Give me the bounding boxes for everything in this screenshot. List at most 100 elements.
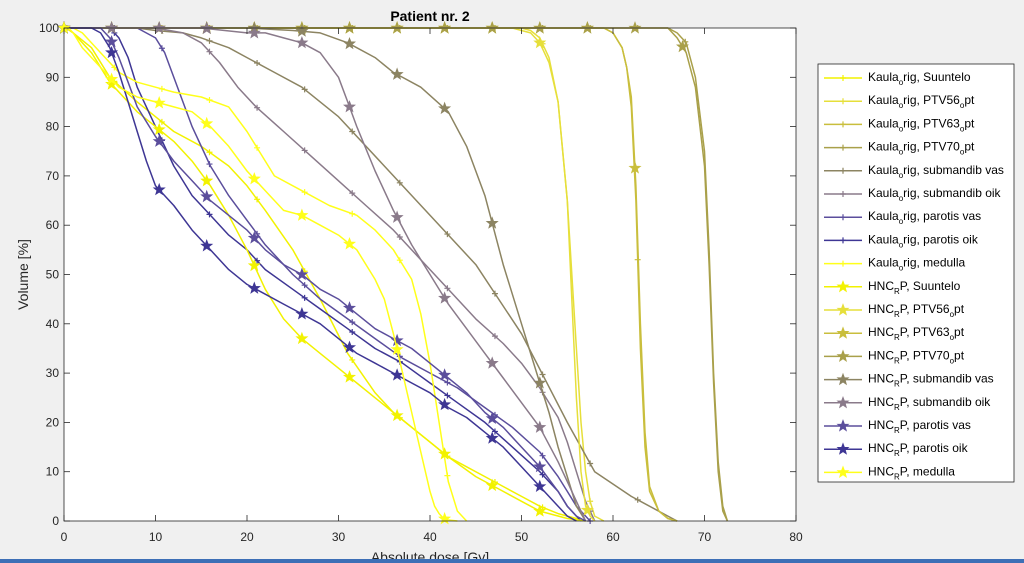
data-point-marker bbox=[438, 368, 452, 381]
data-point-marker bbox=[295, 35, 309, 49]
data-point-marker bbox=[105, 21, 119, 34]
data-point-marker bbox=[206, 149, 213, 156]
data-point-marker bbox=[390, 408, 404, 422]
legend-label: HNCRP, medulla bbox=[868, 464, 955, 481]
data-point-marker bbox=[295, 267, 309, 281]
legend-label: Kaulaorig, PTV56opt bbox=[868, 93, 975, 110]
y-tick-label: 90 bbox=[46, 70, 60, 84]
data-point-marker bbox=[301, 294, 308, 301]
legend-label: Kaulaorig, PTV70opt bbox=[868, 140, 975, 157]
x-tick-label: 0 bbox=[61, 530, 68, 544]
data-point-marker bbox=[105, 72, 119, 85]
legend-entry: Kaulaorig, submandib vas bbox=[824, 163, 1004, 180]
legend-entry: HNCRP, PTV63opt bbox=[824, 325, 965, 342]
series-line bbox=[64, 27, 468, 522]
data-point-marker bbox=[295, 331, 309, 345]
legend-marker bbox=[840, 260, 846, 267]
legend-entry: Kaulaorig, Suuntelo bbox=[824, 70, 971, 87]
y-tick-label: 100 bbox=[39, 21, 59, 35]
data-point-marker bbox=[349, 329, 356, 336]
data-point-marker bbox=[254, 144, 261, 151]
legend-entry: Kaulaorig, parotis oik bbox=[824, 232, 979, 249]
data-point-marker bbox=[152, 122, 166, 136]
x-tick-label: 10 bbox=[149, 530, 163, 544]
data-point-marker bbox=[533, 459, 547, 473]
y-tick-label: 20 bbox=[46, 415, 60, 429]
x-tick-label: 80 bbox=[789, 530, 803, 544]
legend-entry: HNCRP, Suuntelo bbox=[824, 279, 961, 296]
data-point-marker bbox=[438, 101, 452, 115]
data-point-marker bbox=[247, 26, 261, 39]
x-tick-label: 40 bbox=[423, 530, 437, 544]
data-point-marker bbox=[158, 45, 165, 52]
data-point-marker bbox=[485, 431, 499, 444]
legend-marker bbox=[836, 326, 850, 339]
data-point-marker bbox=[152, 96, 166, 109]
data-point-marker bbox=[152, 182, 166, 196]
y-tick-label: 10 bbox=[46, 465, 60, 479]
data-point-marker bbox=[158, 118, 165, 125]
legend-label: HNCRP, Suuntelo bbox=[868, 279, 961, 296]
data-point-marker bbox=[349, 190, 356, 197]
data-point-marker bbox=[342, 370, 357, 383]
data-point-marker bbox=[485, 216, 499, 229]
legend-entry: Kaulaorig, PTV70opt bbox=[824, 140, 975, 157]
data-point-marker bbox=[438, 291, 452, 304]
legend-marker bbox=[836, 279, 850, 293]
data-point-marker bbox=[539, 471, 546, 478]
data-point-marker bbox=[301, 282, 308, 289]
data-point-marker bbox=[634, 496, 641, 503]
data-point-marker bbox=[533, 504, 547, 517]
legend-label: HNCRP, PTV70opt bbox=[868, 348, 965, 365]
legend-label: Kaulaorig, PTV63opt bbox=[868, 116, 975, 133]
data-point-marker bbox=[485, 411, 499, 424]
legend-entry: Kaulaorig, medulla bbox=[824, 256, 966, 273]
x-tick-label: 70 bbox=[698, 530, 712, 544]
data-point-marker bbox=[254, 104, 261, 111]
data-point-marker bbox=[533, 376, 547, 389]
axes: 0 10 20 30 40 50 60 70 80 0 10 20 30 40 50 60 70 80 90 100 bbox=[39, 21, 803, 544]
data-point-marker bbox=[301, 86, 308, 93]
data-point-marker bbox=[206, 48, 213, 55]
data-point-marker bbox=[438, 397, 452, 411]
data-point-marker bbox=[349, 210, 356, 217]
data-point-marker bbox=[206, 161, 213, 168]
series-8 bbox=[63, 25, 468, 522]
legend-marker bbox=[836, 303, 850, 316]
data-point-marker bbox=[491, 333, 498, 340]
legend-marker bbox=[836, 395, 850, 409]
series-14 bbox=[57, 21, 587, 522]
legend-marker bbox=[840, 75, 846, 81]
data-point-marker bbox=[152, 21, 166, 34]
data-point-marker bbox=[539, 452, 546, 459]
series-line bbox=[64, 27, 729, 522]
data-point-marker bbox=[628, 161, 642, 174]
legend-marker bbox=[836, 419, 850, 432]
data-point-marker bbox=[342, 237, 357, 250]
data-point-marker bbox=[343, 100, 356, 113]
data-point-marker bbox=[390, 21, 404, 34]
x-tick-label: 50 bbox=[515, 530, 529, 544]
legend-entry: HNCRP, submandib vas bbox=[824, 372, 994, 389]
series-line bbox=[64, 27, 582, 522]
data-point-marker bbox=[533, 420, 547, 433]
y-tick-label: 60 bbox=[46, 218, 60, 232]
data-point-marker bbox=[295, 307, 309, 320]
data-point-marker bbox=[390, 210, 404, 223]
window-bottom-border bbox=[0, 559, 1024, 563]
data-point-marker bbox=[533, 35, 547, 49]
data-point-marker bbox=[254, 196, 261, 203]
legend-marker bbox=[840, 214, 846, 221]
series-line bbox=[64, 27, 729, 522]
data-point-marker bbox=[200, 116, 214, 130]
data-point-marker bbox=[158, 85, 165, 92]
legend-entry: HNCRP, submandib oik bbox=[824, 395, 991, 412]
data-point-marker bbox=[396, 179, 403, 186]
legend-label: HNCRP, submandib vas bbox=[868, 372, 994, 389]
y-tick-label: 30 bbox=[46, 366, 60, 380]
data-point-marker bbox=[254, 60, 261, 67]
data-point-marker bbox=[247, 172, 261, 185]
data-point-marker bbox=[295, 208, 309, 221]
legend-marker bbox=[840, 144, 846, 151]
data-point-marker bbox=[438, 511, 452, 525]
